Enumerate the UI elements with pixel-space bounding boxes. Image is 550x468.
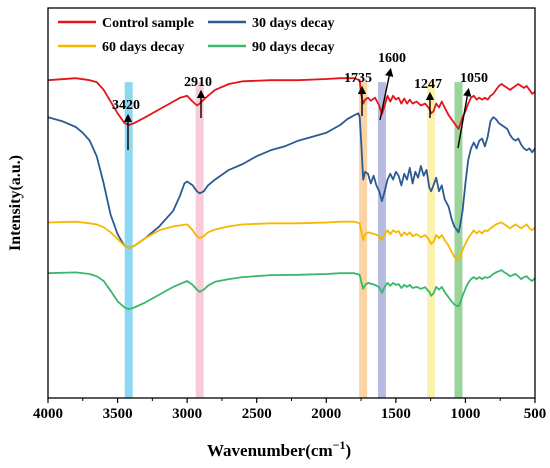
peak-label-1247: 1247 (414, 77, 442, 92)
legend-item-2: 60 days decay (58, 40, 184, 55)
peak-label-1050: 1050 (460, 71, 488, 86)
peak-label-3420: 3420 (112, 98, 140, 113)
legend-label: 60 days decay (102, 40, 184, 55)
x-axis-label: Wavenumber(cm−1) (207, 438, 351, 460)
series-line-2 (47, 220, 536, 262)
x-tick-label-3000: 3000 (172, 406, 202, 422)
y-axis-label: Intensity(a.u.) (7, 155, 24, 251)
legend-label: 90 days decay (252, 40, 334, 55)
legend-item-3: 90 days decay (208, 40, 334, 55)
x-tick-label-1000: 1000 (450, 406, 480, 422)
peak-label-1600: 1600 (378, 51, 406, 66)
series-line-0 (47, 77, 536, 130)
legend-label: Control sample (102, 16, 194, 31)
series-line-3 (47, 269, 536, 310)
peak-band-1247 (427, 82, 436, 399)
x-axis-label-unit: (cm (305, 441, 332, 460)
x-tick-label-500: 500 (524, 406, 547, 422)
peak-arrow-1600 (379, 67, 394, 121)
x-tick-label-2500: 2500 (242, 406, 272, 422)
series-lines (47, 77, 536, 310)
x-tick-label-4000: 4000 (33, 406, 63, 422)
legend-item-0: Control sample (58, 16, 194, 31)
peak-bands (124, 82, 463, 399)
peak-band-3420 (124, 82, 133, 399)
peak-label-2910: 2910 (184, 75, 212, 90)
legend: Control sample 30 days decay 60 days decay… (58, 16, 334, 55)
x-tick-label-3500: 3500 (103, 406, 133, 422)
legend-item-1: 30 days decay (208, 16, 334, 31)
peak-band-2910 (195, 82, 204, 399)
peak-arrow-1050 (457, 87, 472, 149)
peak-band-1050 (454, 82, 463, 399)
x-tick-label-1500: 1500 (381, 406, 411, 422)
x-axis-label-main: Wavenumber (207, 441, 306, 460)
x-axis-label-exponent: −1 (333, 438, 346, 452)
peak-label-1735: 1735 (344, 71, 372, 86)
x-axis-ticks: 4000 3500 3000 2500 2000 1500 1000 500 (33, 398, 546, 422)
x-tick-label-2000: 2000 (311, 406, 341, 422)
x-axis-label-close: ) (345, 441, 351, 460)
series-line-1 (47, 112, 536, 249)
legend-label: 30 days decay (252, 16, 334, 31)
peak-annotations: 3420 2910 1735 1600 1247 1050 (112, 51, 488, 150)
